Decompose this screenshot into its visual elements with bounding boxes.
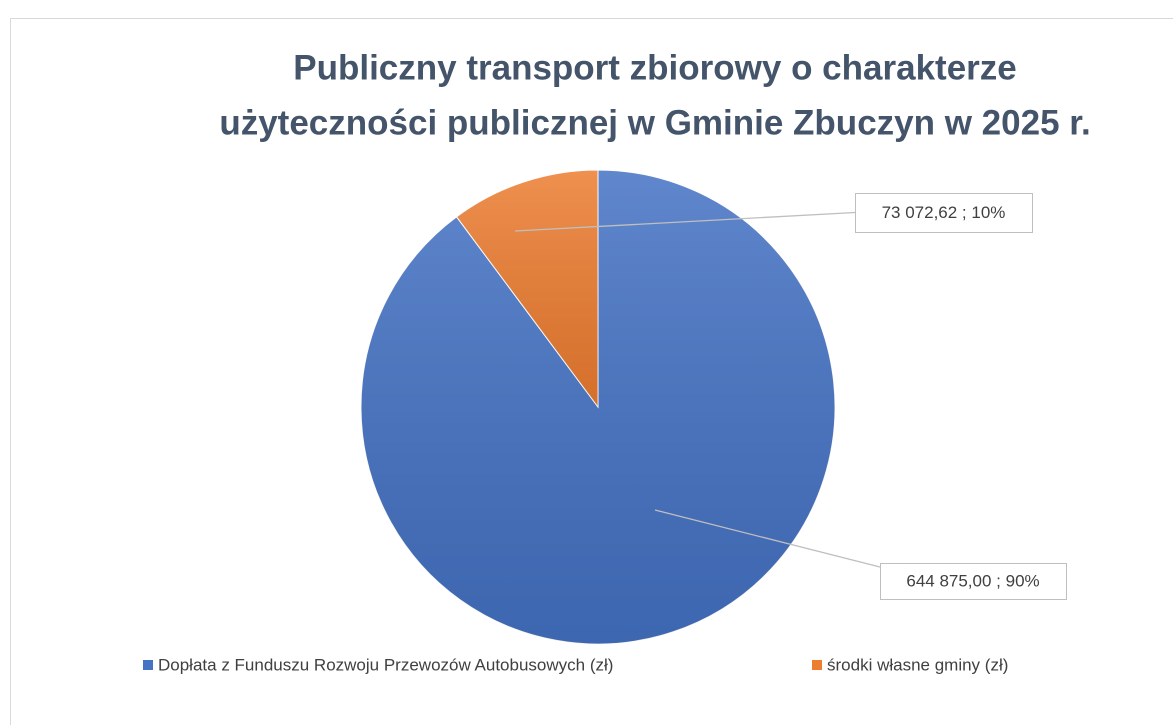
leader-line	[514, 211, 856, 232]
data-label-box	[880, 563, 1067, 600]
data-label: 644 875,00 ; 90%	[906, 571, 1039, 590]
legend-label: Dopłata z Funduszu Rozwoju Przewozów Aut…	[158, 655, 613, 674]
data-label-box	[855, 193, 1033, 233]
legend-swatch	[812, 660, 822, 670]
chart-title: Publiczny transport zbiorowy o charakter…	[293, 48, 1017, 87]
legend-swatch	[143, 660, 153, 670]
leader-line	[654, 509, 881, 568]
legend-label: środki własne gminy (zł)	[827, 655, 1008, 674]
chart-title: użyteczności publicznej w Gminie Zbuczyn…	[219, 103, 1090, 142]
data-label: 73 072,62 ; 10%	[882, 203, 1006, 222]
